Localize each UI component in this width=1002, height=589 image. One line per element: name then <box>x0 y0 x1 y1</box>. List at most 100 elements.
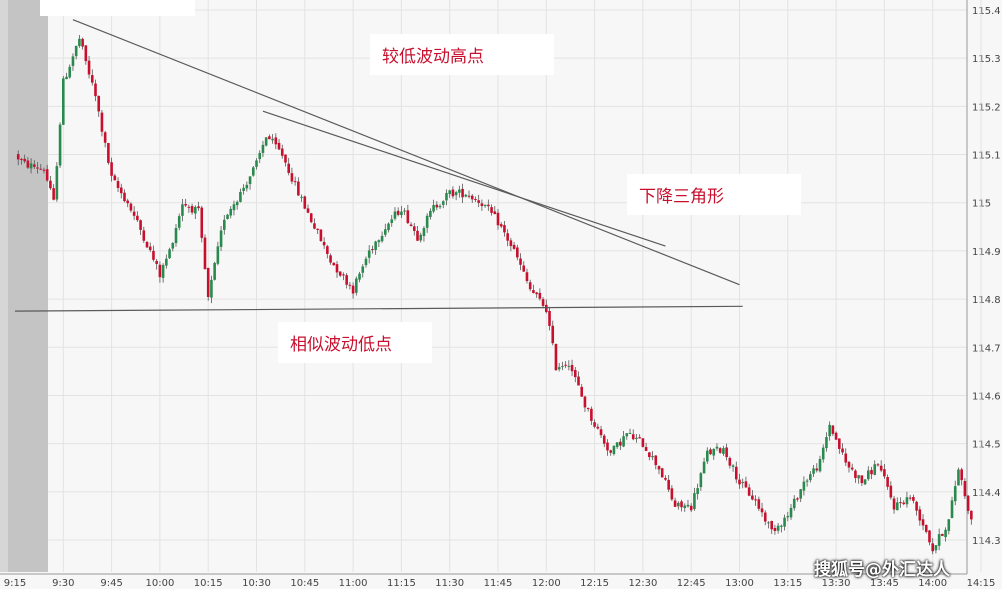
candle-body <box>499 224 503 227</box>
candle-body <box>799 489 802 499</box>
candle-body <box>490 207 493 213</box>
candle-body <box>309 213 313 223</box>
candle-body <box>789 507 793 518</box>
candle-body <box>580 386 584 397</box>
x-tick-label: 10:30 <box>242 578 271 589</box>
candle-body <box>886 477 889 487</box>
candle-body <box>441 201 445 205</box>
candle-body <box>821 447 825 460</box>
candle-body <box>367 250 371 258</box>
y-tick-label: 115.3 <box>972 54 1001 65</box>
candle-body <box>596 426 600 429</box>
candle-body <box>551 325 555 344</box>
candle-body <box>406 210 410 224</box>
candle-body <box>371 249 374 251</box>
candle-body <box>171 242 175 249</box>
candle-body <box>744 481 748 488</box>
candle-body <box>783 517 786 527</box>
candle-body <box>628 432 632 434</box>
candle-body <box>251 167 255 176</box>
candle-body <box>702 461 706 474</box>
candle-body <box>326 246 329 254</box>
candle-body <box>216 246 220 264</box>
trendline-upper-inner <box>262 110 666 247</box>
candle-body <box>470 195 474 200</box>
candle-body <box>709 449 712 455</box>
candle-body <box>132 211 136 216</box>
x-tick-label: 12:30 <box>628 578 657 589</box>
candle-body <box>706 450 709 462</box>
candle-body <box>20 158 23 160</box>
candle-body <box>49 180 52 189</box>
candle-body <box>113 175 117 181</box>
candle-body <box>474 199 477 201</box>
candle-body <box>403 210 406 212</box>
candle-body <box>42 169 46 171</box>
candle-body <box>303 196 307 209</box>
candle-body <box>219 230 223 247</box>
candle-body <box>248 176 252 185</box>
candle-body <box>335 264 339 273</box>
candle-body <box>519 258 522 265</box>
candle-body <box>464 194 468 197</box>
candle-body <box>129 203 133 211</box>
candle-body <box>686 504 690 507</box>
candle-body <box>641 438 645 447</box>
candle-body <box>802 481 806 491</box>
candle-body <box>255 160 258 167</box>
candle-body <box>931 543 934 552</box>
y-tick-label: 115.2 <box>972 102 1001 113</box>
candle-body <box>780 525 783 527</box>
candle-body <box>818 459 822 472</box>
candle-body <box>300 196 303 198</box>
candle-body <box>586 408 590 410</box>
candle-body <box>670 488 674 500</box>
candle-body <box>966 495 970 511</box>
candle-body <box>796 498 799 500</box>
candle-body <box>825 437 828 449</box>
candle-body <box>351 285 355 294</box>
candle-body <box>612 445 616 455</box>
candle-body <box>854 470 857 479</box>
x-tick-label: 10:00 <box>145 578 174 589</box>
candle-body <box>602 435 606 444</box>
candle-body <box>512 244 516 249</box>
candle-body <box>734 466 738 480</box>
candle-body <box>648 452 651 458</box>
candle-body <box>725 447 728 458</box>
candle-body <box>271 138 274 141</box>
candle-body <box>934 545 938 551</box>
candle-body <box>187 206 191 208</box>
candle-body <box>210 279 213 298</box>
candle-body <box>496 212 500 226</box>
x-tick-label: 9:15 <box>4 578 26 589</box>
candle-body <box>136 215 139 221</box>
y-tick-label: 114.4 <box>972 488 1001 499</box>
candle-body <box>654 455 658 466</box>
candle-body <box>548 310 551 326</box>
candle-body <box>883 469 886 477</box>
candle-body <box>65 76 68 80</box>
candle-body <box>757 499 761 509</box>
candle-body <box>245 184 249 189</box>
candle-body <box>828 424 831 437</box>
candle-body <box>590 408 593 421</box>
x-tick-label: 14:15 <box>967 578 996 589</box>
candle-body <box>525 272 529 282</box>
candle-body <box>78 38 81 47</box>
candle-body <box>62 78 65 125</box>
candle-body <box>625 433 629 437</box>
candle-body <box>908 497 912 499</box>
candle-body <box>487 204 490 207</box>
x-tick-label: 9:30 <box>52 578 74 589</box>
candle-body <box>396 210 400 215</box>
candle-body <box>293 181 297 183</box>
candle-body <box>84 45 88 62</box>
candle-body <box>68 66 72 78</box>
x-tick-label: 14:00 <box>918 578 947 589</box>
candle-body <box>126 200 129 204</box>
candle-body <box>177 216 181 228</box>
y-tick-label: 114.7 <box>972 343 1001 354</box>
candle-body <box>342 274 345 276</box>
